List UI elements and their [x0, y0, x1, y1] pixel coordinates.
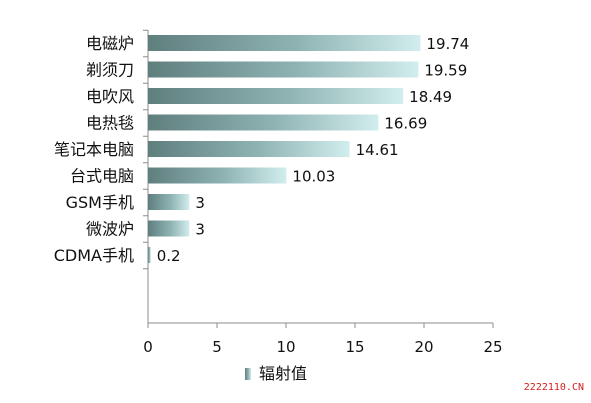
x-tick-label: 20 [414, 338, 433, 356]
legend-swatch [245, 368, 251, 380]
category-label: 笔记本电脑 [54, 140, 134, 159]
bar [148, 220, 190, 237]
value-label: 18.49 [409, 88, 452, 106]
value-label: 19.59 [424, 62, 467, 80]
category-label: 电磁炉 [86, 34, 134, 53]
category-label: 电吹风 [86, 87, 134, 106]
category-label: 台式电脑 [70, 167, 134, 186]
value-label: 10.03 [292, 168, 335, 186]
legend-label: 辐射值 [259, 364, 307, 383]
x-tick-label: 0 [143, 338, 153, 356]
value-label: 3 [195, 194, 205, 212]
x-tick-label: 25 [483, 338, 502, 356]
category-label: CDMA手机 [54, 246, 134, 265]
x-tick-label: 10 [276, 338, 295, 356]
value-label: 0.2 [157, 247, 181, 265]
x-tick-label: 5 [212, 338, 222, 356]
bar [148, 88, 404, 104]
bar [148, 167, 287, 184]
value-label: 3 [195, 221, 205, 239]
x-tick-label: 15 [345, 338, 364, 356]
value-label: 16.69 [384, 115, 427, 133]
category-label: 剃须刀 [86, 61, 134, 80]
bar [148, 35, 421, 51]
value-label: 19.74 [426, 35, 469, 53]
category-label: GSM手机 [66, 193, 134, 212]
bar [148, 194, 190, 210]
category-label: 电热毯 [86, 114, 134, 133]
watermark: 2222110.CN [523, 382, 584, 393]
value-label: 14.61 [356, 141, 399, 159]
bar [148, 247, 151, 263]
bar [148, 61, 419, 78]
category-label: 微波炉 [86, 220, 134, 239]
bar [148, 114, 379, 131]
bar [148, 141, 350, 157]
